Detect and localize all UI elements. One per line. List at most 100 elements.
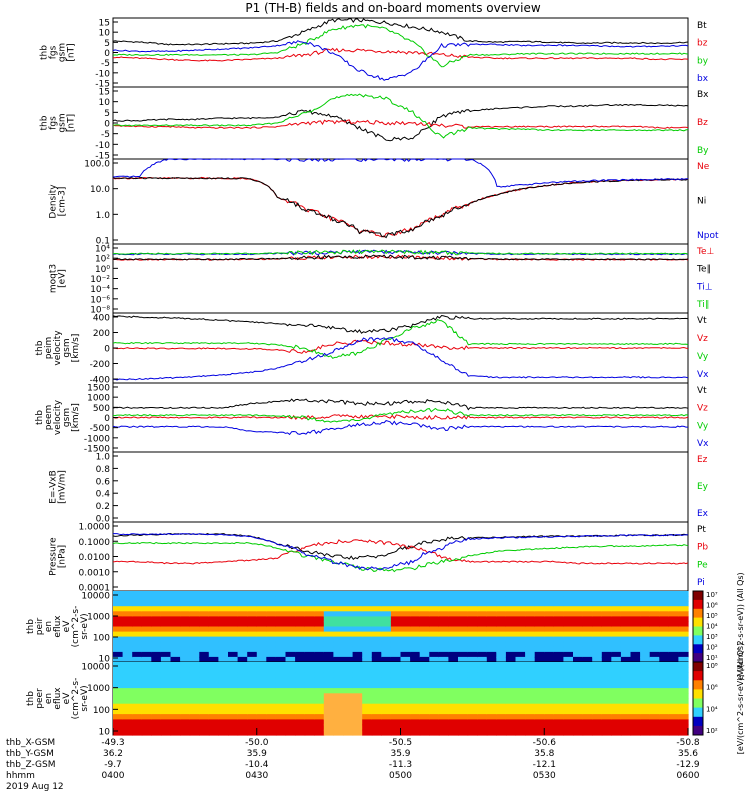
heatmap-cell — [515, 601, 526, 607]
heatmap-cell — [496, 621, 507, 628]
heatmap-cell — [410, 682, 421, 689]
heatmap-cell — [467, 708, 478, 715]
heatmap-cell — [247, 616, 258, 623]
heatmap-cell — [573, 708, 584, 715]
heatmap-cell — [458, 698, 469, 705]
heatmap-cell — [304, 656, 315, 663]
heatmap-cell — [333, 651, 344, 658]
legend-entry: Bt — [697, 21, 707, 31]
heatmap-cell — [458, 591, 469, 597]
heatmap-cell — [170, 708, 181, 715]
heatmap-cell — [208, 714, 219, 720]
heatmap-cell — [448, 708, 459, 715]
heatmap-cell — [237, 656, 248, 663]
heatmap-cell — [496, 724, 507, 731]
y-axis-label: (cm^2-s- — [71, 606, 81, 648]
heatmap-cell — [343, 698, 354, 705]
heatmap-cell — [620, 616, 632, 623]
heatmap-cell — [601, 636, 612, 643]
heatmap-cell — [467, 719, 478, 726]
heatmap-cell — [573, 667, 584, 673]
heatmap-cell — [515, 626, 526, 633]
heatmap-cell — [458, 708, 469, 715]
heatmap-cell — [429, 662, 440, 668]
heatmap-cell — [448, 621, 459, 628]
panel-frame — [112, 451, 689, 523]
heatmap-cell — [505, 672, 517, 679]
colorbar-label: 10⁸ — [706, 662, 718, 670]
heatmap-cell — [573, 677, 584, 684]
heatmap-cell — [256, 646, 267, 653]
heatmap-cell — [563, 591, 574, 597]
heatmap-cell — [486, 611, 497, 617]
heatmap-cell — [611, 611, 622, 617]
heatmap-cell — [285, 591, 296, 597]
heatmap-cell — [285, 703, 296, 710]
heatmap-cell — [544, 724, 555, 731]
heatmap-cell — [400, 601, 411, 607]
heatmap-cell — [525, 708, 536, 715]
heatmap-cell — [208, 606, 219, 612]
heatmap-cell — [266, 631, 277, 638]
heatmap-cell — [237, 677, 248, 684]
heatmap-cell — [496, 641, 507, 648]
heatmap-cell — [668, 662, 679, 668]
heatmap-cell — [314, 672, 325, 679]
heatmap-cell — [295, 646, 306, 653]
heatmap-cell — [544, 698, 555, 705]
heatmap-cell — [525, 693, 536, 700]
heatmap-cell — [458, 631, 469, 638]
heatmap-cell — [237, 591, 248, 597]
heatmap-cell — [381, 688, 392, 694]
heatmap-cell — [381, 636, 392, 643]
colorbar-swatch — [693, 653, 703, 663]
heatmap-cell — [582, 656, 593, 663]
heatmap-cell — [180, 688, 191, 694]
heatmap-cell — [410, 611, 421, 617]
heatmap-cell — [400, 641, 411, 648]
colorbar-label: 10⁴ — [706, 705, 718, 713]
heatmap-cell — [496, 651, 507, 658]
legend-entry: Ni — [697, 197, 706, 207]
heatmap-cell — [630, 667, 641, 673]
heatmap-cell — [505, 641, 517, 648]
heatmap-cell — [611, 667, 622, 673]
heatmap-cell — [218, 698, 229, 705]
heatmap-cell — [371, 611, 382, 617]
heatmap-cell — [343, 596, 354, 602]
heatmap-cell — [141, 714, 152, 720]
heatmap-cell — [199, 641, 210, 648]
heatmap-cell — [553, 677, 564, 684]
heatmap-cell — [323, 616, 334, 623]
heatmap-cell — [228, 646, 239, 653]
heatmap-cell — [515, 641, 526, 648]
heatmap-cell — [285, 636, 296, 643]
y-tick-label: 200 — [93, 329, 110, 339]
heatmap-cell — [160, 606, 172, 612]
heatmap-cell — [228, 672, 239, 679]
heatmap-cell — [323, 641, 334, 648]
heatmap-cell — [649, 616, 660, 623]
heatmap-cell — [534, 656, 545, 663]
heatmap-cell — [573, 631, 584, 638]
heatmap-cell — [592, 703, 603, 710]
heatmap-cell — [505, 688, 517, 694]
heatmap-cell — [314, 591, 325, 597]
heatmap-cell — [582, 677, 593, 684]
heatmap-cell — [151, 729, 162, 736]
heatmap-cell — [199, 621, 210, 628]
heatmap-cell — [659, 729, 670, 736]
heatmap-cell — [208, 729, 219, 736]
heatmap-cell — [668, 667, 679, 673]
heatmap-cell — [208, 596, 219, 602]
heatmap-cell — [228, 708, 239, 715]
heatmap-cell — [275, 626, 287, 633]
heatmap-cell — [314, 601, 325, 607]
heatmap-cell — [438, 596, 449, 602]
legend-entry: Ti∥ — [696, 300, 709, 310]
heatmap-cell — [323, 596, 334, 602]
heatmap-cell — [611, 693, 622, 700]
heatmap-cell — [390, 616, 402, 623]
heatmap-cell — [477, 693, 488, 700]
heatmap-cell — [640, 724, 651, 731]
